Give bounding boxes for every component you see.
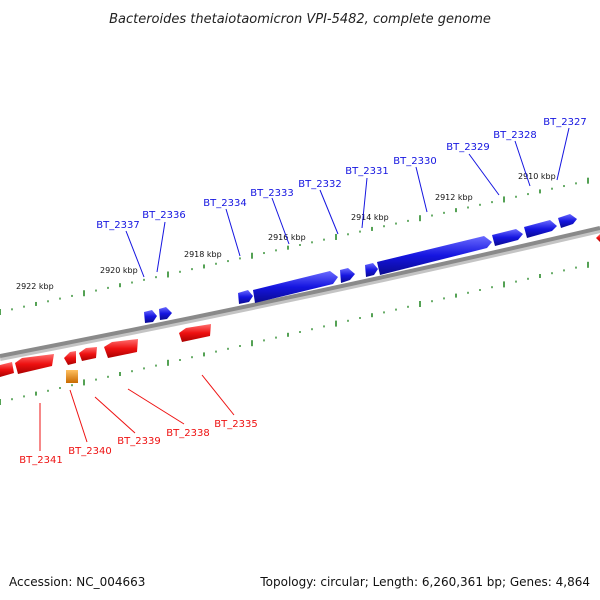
gene-label-bt2341[interactable]: BT_2341 xyxy=(19,455,62,466)
gene-label-bt2332[interactable]: BT_2332 xyxy=(298,179,341,190)
gene-arrow-bt2330[interactable] xyxy=(377,236,492,275)
forward-gene-leaders xyxy=(125,127,570,278)
scale-label-2918: 2918 kbp xyxy=(184,250,222,259)
gene-label-bt2328[interactable]: BT_2328 xyxy=(493,130,536,141)
scale-label-2912: 2912 kbp xyxy=(435,193,473,202)
reverse-strand-genes xyxy=(0,234,600,383)
scale-label-2914: 2914 kbp xyxy=(351,213,389,222)
gene-arrow-bt2334[interactable] xyxy=(238,290,253,304)
scale-label-2920: 2920 kbp xyxy=(100,266,138,275)
scale-label-2922: 2922 kbp xyxy=(16,282,54,291)
gene-arrow-bt2341-part[interactable] xyxy=(0,362,14,377)
gene-arrow-bt2328[interactable] xyxy=(524,220,557,238)
gene-label-bt2333[interactable]: BT_2333 xyxy=(250,188,293,199)
map-title: Bacteroides thetaiotaomicron VPI-5482, c… xyxy=(109,12,491,27)
gene-arrow-bt2339[interactable] xyxy=(79,347,97,361)
inner-scale-ticks xyxy=(0,261,589,405)
gene-label-bt2334[interactable]: BT_2334 xyxy=(203,198,246,209)
scale-label-2910: 2910 kbp xyxy=(518,172,556,181)
reverse-gene-labels: BT_2341 BT_2340 BT_2339 BT_2338 BT_2335 xyxy=(19,419,257,466)
gene-arrow-bt2340[interactable] xyxy=(64,351,76,365)
gene-label-bt2337[interactable]: BT_2337 xyxy=(96,220,139,231)
gene-label-bt2336[interactable]: BT_2336 xyxy=(142,210,185,221)
gene-label-bt2340[interactable]: BT_2340 xyxy=(68,446,111,457)
forward-strand-genes xyxy=(144,214,577,323)
gene-arrow-bt2337[interactable] xyxy=(144,310,157,323)
gene-label-bt2331[interactable]: BT_2331 xyxy=(345,166,388,177)
gene-arrow-bt2331[interactable] xyxy=(365,263,378,277)
gene-arrow-bt2335[interactable] xyxy=(179,324,211,342)
gene-label-bt2330[interactable]: BT_2330 xyxy=(393,156,436,167)
gene-label-bt2338[interactable]: BT_2338 xyxy=(166,428,209,439)
gene-label-bt2339[interactable]: BT_2339 xyxy=(117,436,160,447)
gene-arrow-bt2338[interactable] xyxy=(104,339,138,358)
gene-label-bt2335[interactable]: BT_2335 xyxy=(214,419,257,430)
gene-arrow-bt2327[interactable] xyxy=(558,214,577,228)
gene-arrow-bt2333[interactable] xyxy=(253,271,338,303)
gene-arrow-bt2329[interactable] xyxy=(492,229,523,246)
genome-summary: Topology: circular; Length: 6,260,361 bp… xyxy=(260,575,590,589)
gene-arrow-bt2341[interactable] xyxy=(15,354,54,374)
gene-arrow-offscreen-right[interactable] xyxy=(596,234,600,242)
outer-scale-ticks xyxy=(0,177,589,315)
accession-text: Accession: NC_004663 xyxy=(9,575,146,589)
reverse-gene-leaders xyxy=(39,374,235,451)
gene-label-bt2327[interactable]: BT_2327 xyxy=(543,117,586,128)
gene-arrow-bt2332[interactable] xyxy=(340,268,355,283)
gene-block-orange[interactable] xyxy=(66,370,78,383)
gene-label-bt2329[interactable]: BT_2329 xyxy=(446,142,489,153)
forward-gene-labels: BT_2337 BT_2336 BT_2334 BT_2333 BT_2332 … xyxy=(96,117,586,231)
gene-arrow-bt2336[interactable] xyxy=(159,307,172,320)
